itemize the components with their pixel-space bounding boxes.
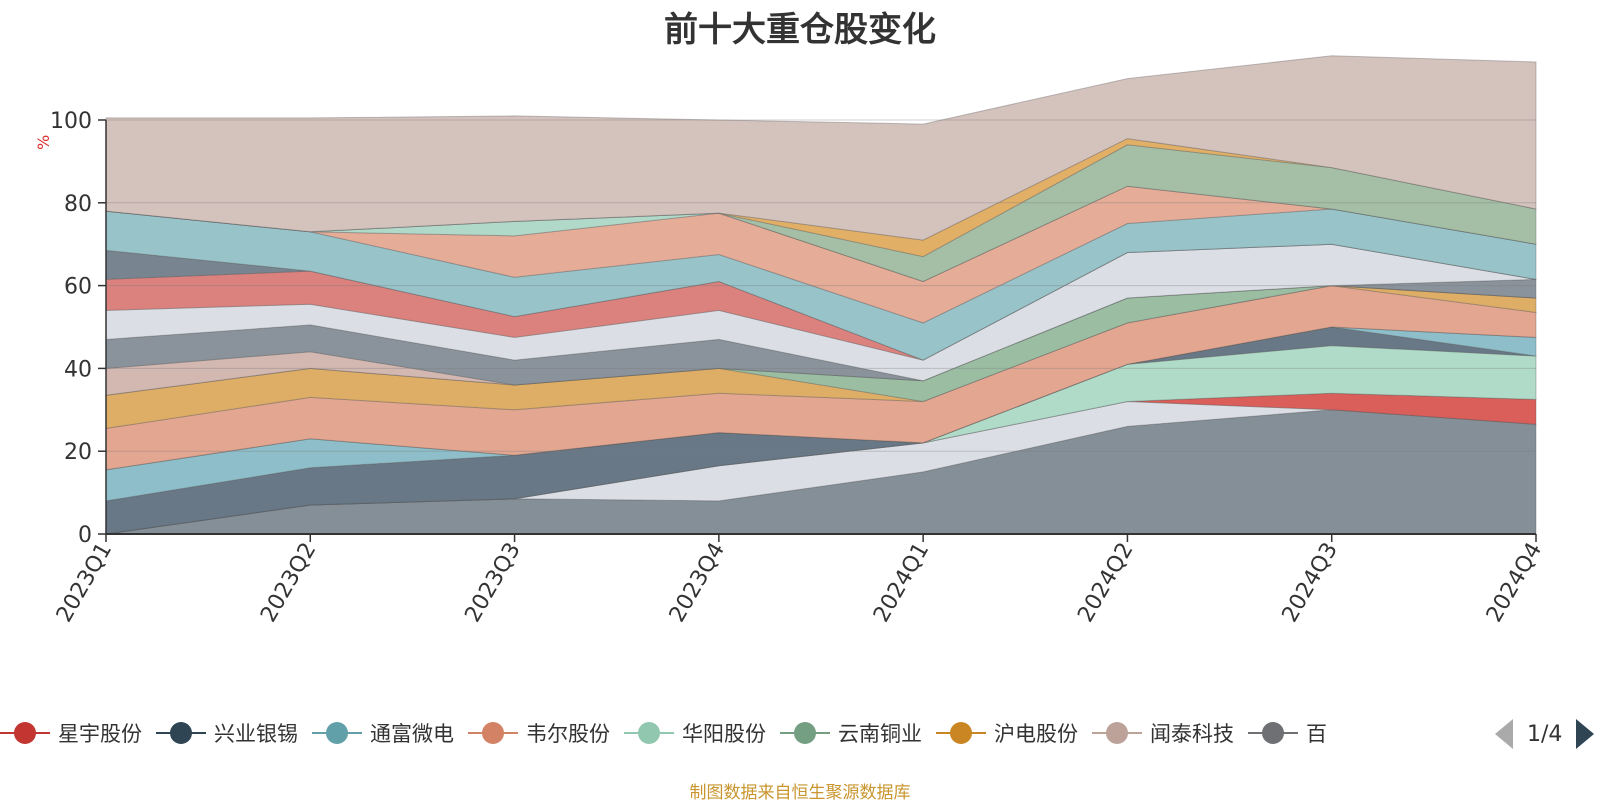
chart-title: 前十大重仓股变化 <box>664 10 936 50</box>
legend-label: 星宇股份 <box>58 722 142 746</box>
legend-next-icon[interactable] <box>1576 719 1595 749</box>
legend-item-3[interactable]: 韦尔股份 <box>468 713 610 753</box>
legend-marker-icon <box>468 721 518 745</box>
stacked-area-chart: 0 20 40 60 80 100 2023Q1 2023Q2 2023Q3 2023Q4 2024… <box>50 55 1547 627</box>
legend-marker-icon <box>624 721 674 745</box>
legend: 星宇股份 兴业银锡 通富微电 韦尔股份 华阳股份 云南铜业 沪电股份 闻泰科技 百 <box>0 713 1490 753</box>
y-tick-label-80: 80 <box>64 192 92 217</box>
x-tick-label-2024Q1: 2024Q1 <box>869 539 934 627</box>
legend-label: 沪电股份 <box>994 722 1078 746</box>
y-tick-label-20: 20 <box>64 440 92 465</box>
areas-layer <box>105 55 1537 535</box>
legend-item-1[interactable]: 兴业银锡 <box>156 713 298 753</box>
y-tick-label-40: 40 <box>64 357 92 382</box>
legend-item-7[interactable]: 闻泰科技 <box>1092 713 1234 753</box>
legend-label: 兴业银锡 <box>214 722 298 746</box>
y-tick-label-60: 60 <box>64 275 92 300</box>
legend-item-8[interactable]: 百 <box>1248 713 1327 753</box>
area-series-15 <box>105 208 1537 361</box>
legend-label: 韦尔股份 <box>526 722 610 746</box>
y-tick-label-100: 100 <box>50 109 92 134</box>
legend-item-5[interactable]: 云南铜业 <box>780 713 922 753</box>
area-series-20 <box>105 55 1537 241</box>
legend-page-indicator: 1/4 <box>1527 721 1563 747</box>
x-tick-label-2023Q2: 2023Q2 <box>256 539 321 627</box>
x-tick-label-2023Q3: 2023Q3 <box>460 539 525 627</box>
y-tick-label-0: 0 <box>78 523 92 548</box>
source-note: 制图数据来自恒生聚源数据库 <box>689 783 911 803</box>
y-axis-unit: % <box>34 134 53 150</box>
legend-prev-icon[interactable] <box>1495 719 1513 749</box>
x-tick-label-2024Q4: 2024Q4 <box>1482 539 1547 627</box>
legend-marker-icon <box>780 721 830 745</box>
legend-label: 闻泰科技 <box>1150 722 1234 746</box>
x-tick-label-2023Q1: 2023Q1 <box>52 539 117 627</box>
legend-marker-icon <box>936 721 986 745</box>
legend-label: 云南铜业 <box>838 722 922 746</box>
legend-label: 百 <box>1306 722 1327 746</box>
legend-marker-icon <box>312 721 362 745</box>
legend-pager: 1/4 <box>1495 718 1595 750</box>
legend-item-0[interactable]: 星宇股份 <box>0 713 142 753</box>
legend-item-4[interactable]: 华阳股份 <box>624 713 766 753</box>
legend-marker-icon <box>0 721 50 745</box>
legend-marker-icon <box>1248 721 1298 745</box>
legend-label: 通富微电 <box>370 722 454 746</box>
legend-marker-icon <box>156 721 206 745</box>
legend-label: 华阳股份 <box>682 722 766 746</box>
legend-item-2[interactable]: 通富微电 <box>312 713 454 753</box>
legend-item-6[interactable]: 沪电股份 <box>936 713 1078 753</box>
legend-marker-icon <box>1092 721 1142 745</box>
x-tick-label-2023Q4: 2023Q4 <box>665 539 730 627</box>
grid-layer <box>106 119 1536 452</box>
x-tick-label-2024Q2: 2024Q2 <box>1073 539 1138 627</box>
area-series-4 <box>105 326 1537 535</box>
x-tick-label-2024Q3: 2024Q3 <box>1278 539 1343 627</box>
